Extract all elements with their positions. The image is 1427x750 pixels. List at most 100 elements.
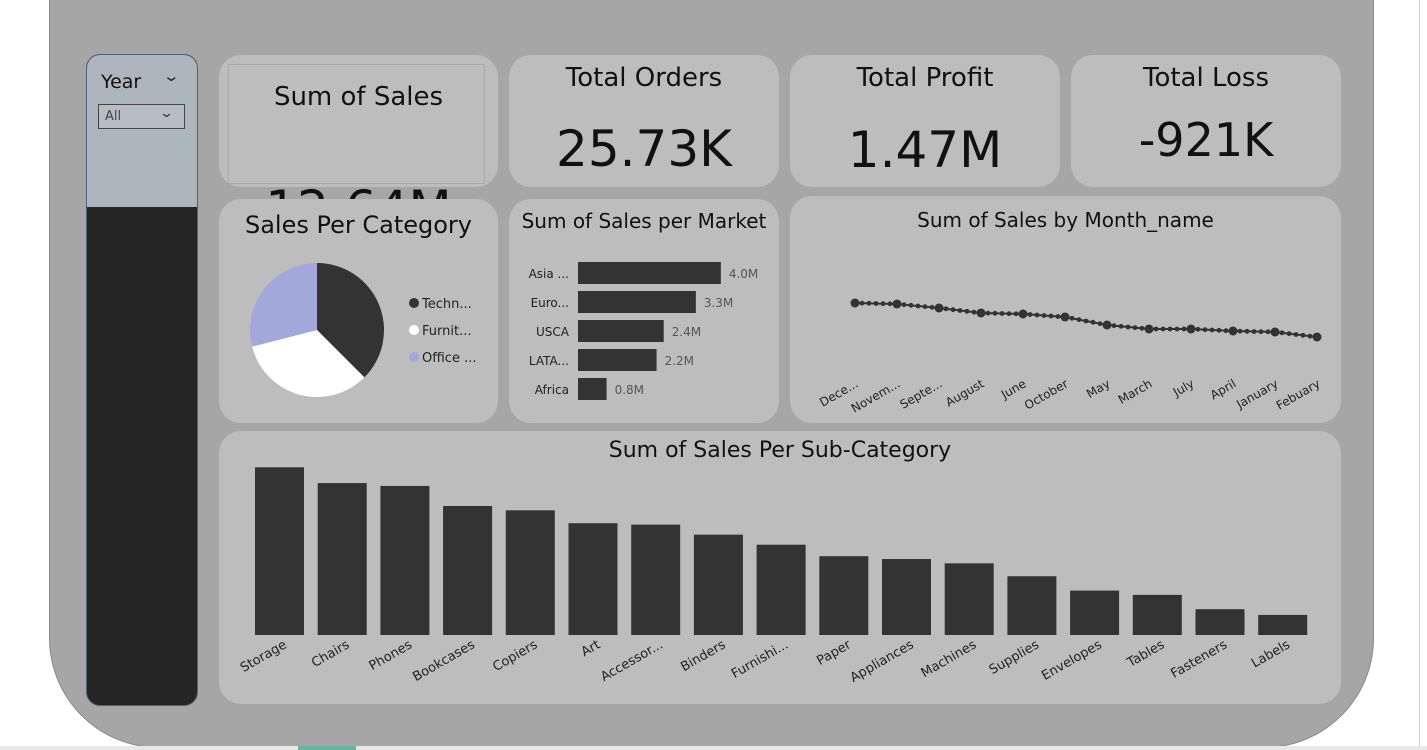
line-minor-point — [1300, 332, 1306, 338]
sales-by-month-panel[interactable]: Sum of Sales by Month_name Dece... Novem.… — [790, 196, 1341, 423]
year-dropdown-value: All — [105, 109, 122, 124]
kpi-value: 25.73K — [556, 120, 732, 178]
month-tick-label: August — [943, 376, 987, 409]
subcategory-tick-label: Machines — [919, 637, 980, 681]
line-minor-point — [908, 302, 914, 308]
subcategory-tick-label: Furnishi... — [729, 637, 791, 681]
line-minor-point — [922, 304, 928, 310]
kpi-card-total-loss[interactable]: Total Loss -921K — [1071, 55, 1341, 187]
legend-label: Office ... — [422, 351, 476, 366]
chevron-down-icon[interactable]: ⌄ — [162, 67, 181, 85]
line-minor-point — [1013, 311, 1019, 317]
legend-label: Techn... — [421, 297, 472, 312]
line-minor-point — [1286, 331, 1292, 337]
subcategory-tick-label: Chairs — [309, 637, 352, 671]
data-label: 2.2M — [665, 354, 694, 368]
line-minor-point — [1027, 312, 1033, 317]
chart-title: Sum of Sales Per Sub-Category — [608, 438, 952, 463]
line-point — [1228, 326, 1238, 336]
line-minor-point — [1293, 332, 1299, 337]
slicer-label: Year — [101, 71, 142, 93]
year-dropdown[interactable]: All ⌄ — [98, 104, 185, 129]
line-minor-point — [873, 301, 879, 306]
subcategory-bar — [693, 534, 743, 635]
kpi-card-sum-of-sales[interactable]: Sum of Sales 12.64M — [219, 55, 498, 238]
line-minor-point — [901, 302, 907, 308]
line-minor-point — [1153, 326, 1159, 332]
subcategory-bar — [1070, 590, 1120, 635]
kpi-value: 1.47M — [847, 121, 1003, 179]
line-minor-point — [985, 310, 991, 316]
line-minor-point — [1090, 319, 1096, 325]
subcategory-tick-label: Envelopes — [1039, 637, 1104, 683]
active-page-tab[interactable] — [298, 746, 356, 750]
line-minor-point — [1083, 318, 1089, 324]
pie-slice — [252, 330, 365, 397]
subcategory-bar — [505, 510, 555, 635]
market-bar-chart: Asia ... 4.0M Euro... 3.3M USCA 2.4M LATA... 2.… — [529, 262, 758, 400]
category-label: Asia ... — [529, 267, 569, 281]
month-tick-label: July — [1170, 376, 1197, 399]
sales-per-market-panel[interactable]: Sum of Sales per Market Asia ... 4.0M Euro… — [509, 199, 779, 423]
market-bar — [578, 378, 607, 400]
legend-label: Furnit... — [422, 324, 471, 339]
line-minor-point — [1097, 321, 1103, 327]
month-tick-label: October — [1022, 376, 1071, 412]
kpi-title: Total Loss — [1142, 63, 1269, 93]
line-point — [892, 299, 902, 309]
kpi-focus-outline — [228, 64, 485, 184]
line-minor-point — [1160, 326, 1166, 332]
line-minor-point — [1041, 313, 1047, 318]
line-minor-point — [1139, 325, 1145, 331]
line-minor-point — [859, 300, 865, 306]
data-label: 0.8M — [615, 383, 644, 397]
subcategory-tick-label: Supplies — [987, 637, 1042, 678]
subcategory-bar — [882, 559, 931, 635]
chart-title: Sum of Sales per Market — [521, 209, 767, 233]
data-label: 2.4M — [672, 325, 701, 339]
line-minor-point — [880, 301, 886, 307]
line-minor-point — [1251, 329, 1257, 334]
line-minor-point — [1258, 329, 1264, 335]
market-bar — [578, 349, 657, 371]
workspace-background — [0, 0, 36, 750]
line-minor-point — [943, 306, 949, 312]
kpi-card-total-profit[interactable]: Total Profit 1.47M — [790, 55, 1060, 187]
month-tick-label: January — [1233, 376, 1280, 411]
subcategory-bar — [1007, 576, 1057, 635]
year-slicer: Year ⌄ All ⌄ — [86, 54, 198, 706]
line-minor-point — [1237, 328, 1243, 334]
line-minor-point — [1069, 315, 1075, 321]
line-point — [1060, 312, 1070, 322]
subcategory-tick-label: Binders — [678, 637, 728, 675]
data-label: 3.3M — [704, 296, 733, 310]
sales-per-category-panel[interactable]: Sales Per Category Techn... Furnit... Offi… — [219, 199, 498, 423]
line-minor-point — [1111, 323, 1117, 329]
line-point — [1186, 324, 1196, 334]
category-label: Euro... — [531, 296, 569, 310]
subcategory-tick-label: Storage — [238, 637, 290, 675]
subcategory-bar — [380, 485, 430, 635]
line-minor-point — [1048, 313, 1054, 319]
legend-marker — [409, 298, 419, 308]
month-tick-label: March — [1116, 376, 1155, 406]
line-minor-point — [1244, 328, 1250, 334]
line-point — [850, 298, 860, 308]
subcategory-tick-label: Labels — [1249, 637, 1293, 671]
line-minor-point — [1132, 325, 1138, 331]
subcategory-bar — [944, 563, 994, 635]
pie-slice — [317, 263, 384, 378]
month-tick-label: Septe... — [898, 376, 945, 411]
month-tick-label: Febuary — [1274, 376, 1323, 412]
line-minor-point — [887, 301, 893, 307]
subcategory-tick-label: Paper — [814, 637, 854, 669]
subcategory-tick-label: Fasteners — [1168, 637, 1230, 681]
line-point — [1270, 327, 1280, 337]
sales-per-subcategory-panel[interactable]: Sum of Sales Per Sub-Category Storage Cha… — [219, 431, 1341, 704]
line-minor-point — [1055, 314, 1061, 319]
line-minor-point — [915, 303, 921, 309]
kpi-card-total-orders[interactable]: Total Orders 25.73K — [509, 55, 779, 187]
kpi-title: Total Profit — [856, 63, 994, 93]
line-point — [1018, 309, 1028, 319]
